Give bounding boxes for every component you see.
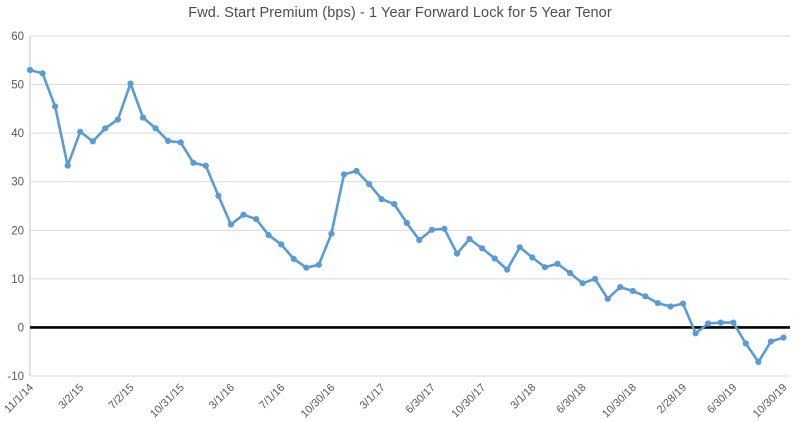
data-point-marker (340, 171, 348, 178)
data-point-marker (64, 162, 71, 169)
data-point-marker (629, 287, 636, 295)
data-point-marker (378, 196, 385, 203)
data-point-marker (491, 255, 498, 262)
y-axis-tick-label: 10 (11, 274, 24, 286)
data-point-marker (541, 264, 549, 271)
data-point-marker (391, 201, 398, 208)
y-axis-tick-label: 60 (11, 31, 24, 43)
data-point-marker (52, 103, 59, 110)
data-point-marker (190, 159, 197, 166)
x-axis-tick-label: 10/30/17 (449, 382, 488, 421)
x-axis-tick-label: 10/30/16 (299, 382, 338, 421)
series-line (28, 68, 785, 364)
data-point-marker (215, 192, 222, 199)
data-point-marker (767, 338, 775, 345)
data-point-marker (554, 260, 561, 267)
data-point-marker (755, 358, 762, 365)
data-point-marker (290, 255, 297, 262)
x-axis-tick-label: 6/30/17 (404, 382, 438, 416)
data-point-marker (152, 125, 159, 132)
data-point-marker (403, 219, 410, 227)
data-point-marker (227, 221, 234, 228)
data-point-marker (114, 116, 121, 123)
data-point-marker (453, 250, 461, 257)
x-axis-tick-label: 3/1/18 (508, 382, 538, 412)
data-point-marker (617, 284, 624, 291)
data-point-marker (127, 80, 134, 87)
data-point-marker (265, 232, 272, 239)
data-point-marker (416, 236, 423, 244)
data-point-marker (441, 225, 448, 232)
data-point-marker (529, 254, 536, 261)
data-point-marker (479, 245, 486, 252)
y-axis-tick-label: 50 (11, 80, 24, 92)
x-axis-tick-label: 3/1/17 (358, 382, 388, 412)
data-point-marker (654, 300, 662, 307)
data-point-marker (780, 334, 787, 341)
x-axis-tick-label: 2/28/19 (655, 382, 689, 416)
data-point-marker (39, 70, 46, 77)
data-point-marker (428, 226, 435, 233)
data-point-marker (102, 125, 109, 132)
chart-title: Fwd. Start Premium (bps) - 1 Year Forwar… (188, 5, 612, 21)
data-point-marker (592, 275, 599, 282)
y-axis-tick-label: -10 (7, 371, 24, 383)
y-axis-tick-label: 40 (11, 128, 24, 140)
x-axis-tick-label: 7/2/15 (106, 382, 136, 412)
y-axis-tick-label: 20 (11, 225, 24, 237)
data-point-marker (604, 295, 611, 302)
data-point-marker (278, 241, 285, 248)
x-axis-tick-label: 7/1/16 (257, 382, 287, 412)
x-axis-tick-label: 10/30/19 (751, 382, 790, 421)
data-point-marker (466, 235, 473, 243)
data-point-marker (692, 330, 699, 337)
data-point-marker (516, 244, 523, 251)
x-axis-tick-label: 3/2/15 (56, 382, 86, 412)
data-point-marker (742, 340, 749, 347)
data-point-marker (139, 114, 147, 121)
data-point-marker (579, 280, 586, 287)
x-axis-tick-label: 11/1/14 (2, 382, 36, 416)
x-axis-tick-label: 6/30/18 (554, 382, 588, 416)
data-point-marker (77, 128, 84, 135)
data-point-marker (667, 303, 674, 310)
data-point-marker (26, 66, 34, 74)
data-point-marker (165, 137, 172, 144)
data-point-marker (177, 139, 184, 146)
data-point-marker (315, 261, 322, 268)
data-point-marker (240, 211, 247, 218)
data-point-marker (89, 138, 96, 145)
x-axis-tick-label: 6/30/19 (705, 382, 739, 416)
data-point-marker (353, 167, 360, 175)
data-point-marker (566, 269, 574, 277)
data-point-marker (303, 264, 310, 271)
y-axis-tick-label: 0 (18, 322, 24, 334)
data-point-marker (504, 266, 511, 273)
data-point-marker (730, 319, 737, 326)
data-point-marker (366, 181, 373, 188)
data-point-marker (642, 293, 649, 300)
y-axis-tick-label: 30 (11, 177, 24, 189)
data-point-marker (253, 216, 260, 223)
x-axis-tick-label: 10/30/18 (600, 382, 639, 421)
data-point-marker (202, 162, 209, 169)
x-axis-tick-label: 3/1/16 (207, 382, 237, 412)
data-point-marker (705, 320, 712, 327)
data-point-marker (717, 319, 724, 326)
data-point-marker (328, 230, 335, 237)
data-point-marker (679, 300, 687, 307)
x-axis-tick-label: 10/31/15 (148, 382, 187, 421)
